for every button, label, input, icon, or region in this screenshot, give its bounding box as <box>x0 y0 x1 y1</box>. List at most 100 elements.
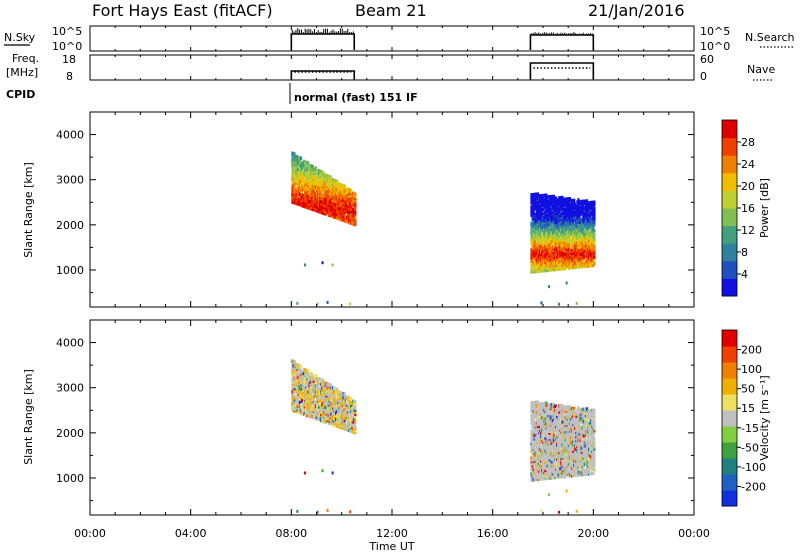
power-cell <box>550 257 553 262</box>
power-cell <box>544 262 547 267</box>
velocity-cell <box>568 474 572 478</box>
velocity-cell <box>320 410 323 414</box>
power-cell <box>553 200 557 205</box>
velocity-cell <box>354 400 357 404</box>
velocity-cell <box>532 419 535 423</box>
velocity-cell <box>530 478 533 482</box>
power-cell <box>593 200 596 205</box>
velocity-cell <box>530 419 533 423</box>
power-cell <box>344 188 347 193</box>
velocity-cell <box>564 474 567 479</box>
velocity-cell <box>551 473 554 478</box>
power-cell <box>575 224 578 229</box>
velocity-cell <box>541 420 544 424</box>
power-cell <box>348 218 352 223</box>
power-cell <box>593 247 596 251</box>
velocity-cell <box>348 426 352 431</box>
power-cell <box>577 198 580 202</box>
power-cell <box>575 259 578 263</box>
freq-tick-bottom: 8 <box>66 70 73 83</box>
velocity-cell <box>553 426 557 431</box>
power-cell <box>568 199 572 203</box>
velocity-cell <box>531 400 534 405</box>
velocity-cell <box>553 463 557 468</box>
power-cell <box>590 227 593 231</box>
velocity-cell <box>535 461 538 465</box>
power-cell <box>590 259 593 264</box>
power-cell <box>548 237 551 242</box>
power-cell <box>537 224 541 229</box>
power-cell <box>564 266 567 271</box>
power-cell <box>321 182 324 187</box>
velocity-cell <box>324 420 327 424</box>
power-cell <box>560 242 563 247</box>
velocity-cell <box>577 428 580 433</box>
velocity-cell <box>530 435 533 440</box>
power-cell <box>568 197 572 201</box>
velocity-cell <box>572 422 575 427</box>
velocity-cell <box>542 428 545 432</box>
power-cell <box>584 244 588 248</box>
velocity-cell <box>538 444 542 449</box>
power-cell <box>593 220 596 225</box>
power-cell <box>538 228 542 233</box>
power-cell <box>535 235 538 239</box>
power-cell <box>324 197 327 202</box>
velocity-cell <box>554 410 558 415</box>
velocity-cell <box>561 407 564 412</box>
power-cell <box>543 242 546 246</box>
velocity-cell <box>553 457 557 461</box>
power-cell <box>554 212 558 217</box>
freq-panel: Freq. [MHz] 18 8 60 0 Nave <box>6 52 775 83</box>
colorbar-swatch <box>722 260 737 279</box>
power-cell <box>306 177 309 181</box>
velocity-cell <box>550 457 553 462</box>
power-cell <box>547 219 550 224</box>
velocity-cell <box>537 414 541 418</box>
velocity-cell <box>544 460 547 465</box>
nsky-step <box>529 34 595 50</box>
power-cell <box>553 206 557 211</box>
power-cell <box>354 216 357 221</box>
velocity-cell <box>354 430 357 435</box>
power-cell <box>567 203 570 207</box>
power-cell <box>561 252 564 257</box>
power-cell <box>548 247 551 252</box>
power-cell <box>575 257 578 261</box>
velocity-cell <box>311 395 314 399</box>
velocity-cell <box>543 413 546 418</box>
nave-tick-bottom: 0 <box>700 70 707 83</box>
power-cell <box>553 218 557 223</box>
nsky-right-tick-bottom: 10^0 <box>700 40 730 53</box>
nsky-label: N.Sky <box>4 31 36 44</box>
power-cell <box>576 228 579 233</box>
power-cell <box>585 239 589 244</box>
power-cell <box>542 220 545 224</box>
power-cell <box>592 243 595 247</box>
power-cell <box>558 302 561 306</box>
power-cell <box>557 257 560 261</box>
power-cell <box>574 239 577 243</box>
power-cell <box>584 207 588 212</box>
power-cell <box>549 213 552 217</box>
power-cell <box>557 251 560 255</box>
power-cell <box>532 249 535 254</box>
velocity-cell <box>567 443 570 448</box>
power-cell <box>530 237 533 242</box>
velocity-cell <box>542 426 545 430</box>
velocity-cell <box>559 467 562 471</box>
power-cell <box>572 208 575 213</box>
velocity-cell <box>354 420 357 425</box>
velocity-cell <box>577 452 580 457</box>
power-cell <box>538 212 542 216</box>
velocity-cell <box>313 400 316 404</box>
power-cell <box>531 245 534 250</box>
velocity-cell <box>547 415 550 419</box>
cpid-text: normal (fast) 151 IF <box>294 91 418 104</box>
power-cell <box>544 260 547 265</box>
power-cell <box>588 249 591 254</box>
velocity-cell <box>548 460 551 464</box>
station-title: Fort Hays East (fitACF) <box>92 1 273 20</box>
